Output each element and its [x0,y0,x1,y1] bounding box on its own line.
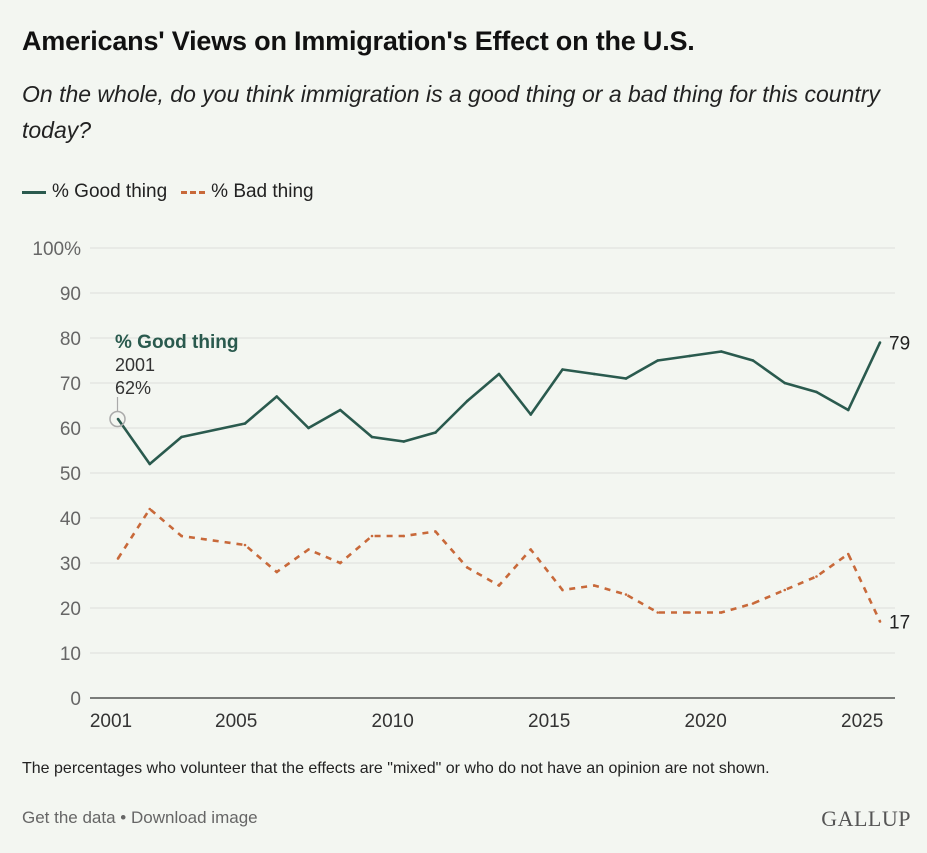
good-point [497,372,501,376]
legend-item-good: % Good thing [22,181,167,203]
y-tick-label: 80 [60,329,81,350]
bad-point [561,588,564,592]
bad-point [688,611,691,614]
x-tick-label: 2005 [215,711,257,732]
good-point [783,381,787,385]
bad-point [783,588,787,592]
gallup-logo: GALLUP [821,806,911,831]
bad-point [243,543,247,547]
chart-title: Americans' Views on Immigration's Effect… [22,26,695,56]
legend-label-bad: % Bad thing [211,181,314,202]
annotation-title: % Good thing [115,332,238,353]
y-tick-label: 40 [60,509,81,530]
bad-point [815,575,818,578]
x-tick-label: 2015 [528,711,570,732]
legend-swatch-good [22,190,46,194]
good-point [243,422,247,425]
bad-point [116,557,120,560]
annotation-year: 2001 [115,355,155,375]
good-point [275,395,279,398]
good-point [656,359,660,362]
y-tick-label: 100% [32,239,81,260]
download-image-link[interactable]: Download image [130,808,258,827]
good-point [338,408,342,412]
y-tick-label: 50 [60,464,81,485]
bad-point [846,552,850,556]
bad-point [656,611,660,614]
good-point [624,377,628,380]
x-tick-label: 2001 [90,711,132,732]
legend-swatch-bad [181,190,206,194]
legend-label-good: % Good thing [52,181,168,202]
y-tick-label: 30 [60,554,81,575]
series-good-line [116,341,882,466]
annotation-value: 62% [115,378,151,398]
good-point [688,354,691,358]
good-point [561,368,564,371]
y-tick-label: 60 [60,419,81,440]
x-tick-label: 2020 [685,711,727,732]
y-tick-label: 10 [60,644,81,665]
good-point [878,341,882,344]
bad-point [751,602,755,605]
good-point [402,440,406,443]
chart-subtitle: On the whole, do you think immigration i… [22,81,880,143]
y-tick-label: 20 [60,599,81,620]
bad-point [180,534,183,538]
series-bad-line [116,507,882,623]
bad-point [878,620,882,623]
good-point [434,431,437,434]
y-tick-label: 70 [60,374,81,395]
bad-point [719,611,723,614]
footer-links: Get the data • Download image [22,808,258,828]
good-point [370,435,374,439]
good-point [815,390,818,394]
bad-point [338,561,342,565]
good-point [592,372,596,376]
bad-point [275,570,279,574]
bad-point [434,530,437,533]
x-tick-label: 2025 [841,711,883,732]
legend-item-bad: % Bad thing [181,181,314,203]
bad-point [529,548,533,551]
y-tick-label: 90 [60,284,81,305]
good-point [116,417,120,421]
good-point [465,399,469,403]
good-point [180,435,183,439]
end-label-good: 79 [889,334,910,355]
good-point [148,462,152,466]
bad-point [592,584,596,587]
get-data-link[interactable]: Get the data [22,808,116,827]
chart-note: The percentages who volunteer that the e… [22,760,770,777]
bad-point [402,534,406,538]
end-label-bad: 17 [889,613,910,634]
separator: • [115,808,131,827]
good-point [846,408,850,412]
bad-point [307,548,310,551]
good-point [719,350,723,353]
legend: % Good thing % Bad thing [22,181,314,203]
bad-point [624,593,628,596]
good-point [751,359,755,362]
good-point [529,413,533,416]
bad-point [370,534,374,538]
annotation-marker [109,410,126,428]
bad-point [497,584,501,587]
bad-point [465,566,469,569]
bad-point [148,507,152,511]
good-point [307,426,310,430]
x-tick-label: 2010 [372,711,414,732]
y-tick-label: 0 [70,689,81,710]
